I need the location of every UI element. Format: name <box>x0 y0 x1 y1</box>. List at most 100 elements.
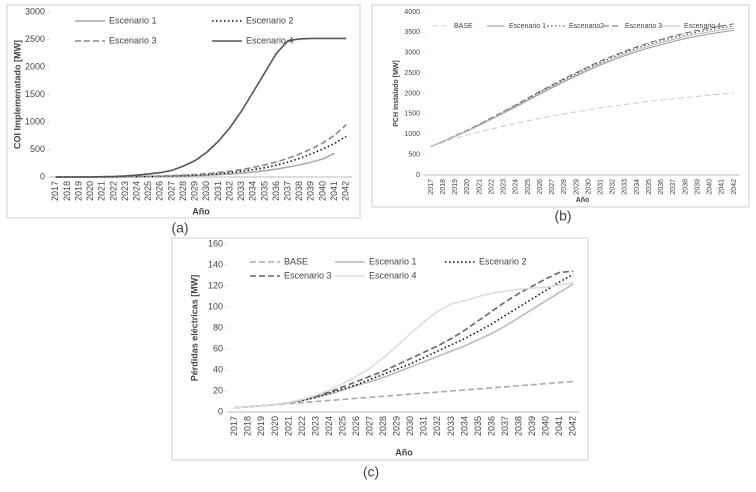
x-tick-label: 2040 <box>707 179 714 195</box>
x-tick-label: 2017 <box>229 416 239 436</box>
x-tick-label: 2028 <box>378 416 388 436</box>
x-tick-label: 2017 <box>50 181 60 201</box>
series-line <box>430 27 735 147</box>
x-tick-label: 2024 <box>513 179 520 195</box>
x-tick-label: 2027 <box>549 179 556 195</box>
series-line <box>234 380 574 409</box>
y-tick-label: 20 <box>213 385 223 395</box>
y-tick-label: 1000 <box>404 131 420 138</box>
legend-label: Escenario 1 <box>509 23 546 30</box>
x-tick-label: 2041 <box>329 181 339 201</box>
x-tick-label: 2025 <box>337 416 347 436</box>
x-tick-label: 2033 <box>446 416 456 436</box>
series-line <box>234 282 574 409</box>
y-tick-label: 2000 <box>404 90 420 97</box>
x-tick-label: 2017 <box>428 179 435 195</box>
x-tick-label: 2022 <box>488 179 495 195</box>
x-tick-label: 2020 <box>270 416 280 436</box>
y-tick-label: 3000 <box>25 6 45 16</box>
y-tick-label: 40 <box>213 364 223 374</box>
y-tick-label: 1000 <box>25 116 45 126</box>
x-tick-label: 2042 <box>341 181 351 201</box>
legend-label: Escenario 4 <box>369 270 417 280</box>
x-tick-label: 2021 <box>97 181 107 201</box>
x-tick-label: 2031 <box>598 179 605 195</box>
x-tick-label: 2032 <box>432 416 442 436</box>
legend-label: BASE <box>454 23 473 30</box>
y-tick-label: 0 <box>218 406 223 416</box>
x-tick-label: 2042 <box>568 416 578 436</box>
series-line <box>234 273 574 409</box>
legend-label: BASE <box>284 256 308 266</box>
x-tick-label: 2040 <box>317 181 327 201</box>
x-tick-label: 2028 <box>561 179 568 195</box>
x-tick-label: 2041 <box>719 179 726 195</box>
legend-label: Escenario 3 <box>284 270 332 280</box>
y-tick-label: 500 <box>408 151 420 158</box>
x-tick-label: 2034 <box>634 179 641 195</box>
x-tick-label: 2035 <box>646 179 653 195</box>
x-tick-label: 2020 <box>85 181 95 201</box>
y-axis-label: COI Implemenatado [MW] <box>12 40 22 149</box>
x-tick-label: 2033 <box>236 181 246 201</box>
x-tick-label: 2038 <box>294 181 304 201</box>
y-tick-label: 3000 <box>404 50 420 57</box>
x-tick-label: 2023 <box>310 416 320 436</box>
x-tick-label: 2038 <box>682 179 689 195</box>
y-tick-label: 1500 <box>404 111 420 118</box>
y-tick-label: 100 <box>208 301 223 311</box>
x-tick-label: 2027 <box>166 181 176 201</box>
chart-frame <box>371 4 750 208</box>
x-tick-label: 2018 <box>62 181 72 201</box>
x-tick-label: 2039 <box>306 181 316 201</box>
x-tick-label: 2023 <box>120 181 130 201</box>
x-tick-label: 2039 <box>694 179 701 195</box>
legend-label: Escenario 2 <box>246 15 294 25</box>
x-tick-label: 2025 <box>143 181 153 201</box>
y-tick-label: 4000 <box>404 9 420 16</box>
series-line <box>55 124 347 178</box>
chart-frame <box>171 237 589 461</box>
legend-label: Escenario 1 <box>109 15 157 25</box>
x-tick-label: 2037 <box>500 416 510 436</box>
x-tick-label: 2036 <box>658 179 665 195</box>
y-tick-label: 60 <box>213 343 223 353</box>
x-tick-label: 2029 <box>190 181 200 201</box>
x-tick-label: 2020 <box>464 179 471 195</box>
x-tick-label: 2021 <box>283 416 293 436</box>
x-tick-label: 2022 <box>108 181 118 201</box>
y-tick-label: 3500 <box>404 29 420 36</box>
x-tick-label: 2021 <box>476 179 483 195</box>
y-tick-label: 500 <box>30 144 45 154</box>
x-tick-label: 2033 <box>622 179 629 195</box>
x-tick-label: 2042 <box>731 179 738 195</box>
y-tick-label: 1500 <box>25 89 45 99</box>
x-tick-label: 2026 <box>155 181 165 201</box>
legend-label: Escenario 2 <box>479 256 527 266</box>
x-tick-label: 2029 <box>392 416 402 436</box>
x-tick-label: 2028 <box>178 181 188 201</box>
legend-label: Escenario 1 <box>369 256 417 266</box>
caption: (c) <box>363 464 379 480</box>
caption: (a) <box>171 220 188 236</box>
x-tick-label: 2024 <box>324 416 334 436</box>
series-line <box>430 29 735 147</box>
x-tick-label: 2035 <box>259 181 269 201</box>
x-tick-label: 2031 <box>213 181 223 201</box>
x-tick-label: 2037 <box>670 179 677 195</box>
y-tick-label: 2500 <box>25 34 45 44</box>
x-tick-label: 2039 <box>527 416 537 436</box>
x-tick-label: 2027 <box>365 416 375 436</box>
x-tick-label: 2025 <box>525 179 532 195</box>
x-tick-label: 2029 <box>573 179 580 195</box>
x-tick-label: 2019 <box>256 416 266 436</box>
x-tick-label: 2030 <box>201 181 211 201</box>
x-axis-label: Año <box>395 447 413 457</box>
x-tick-label: 2036 <box>486 416 496 436</box>
series-line <box>430 92 734 147</box>
x-tick-label: 2030 <box>585 179 592 195</box>
x-tick-label: 2022 <box>297 416 307 436</box>
y-tick-label: 0 <box>40 171 45 181</box>
x-axis-label: Año <box>192 206 210 216</box>
legend-label: Escenario 3 <box>109 35 157 45</box>
